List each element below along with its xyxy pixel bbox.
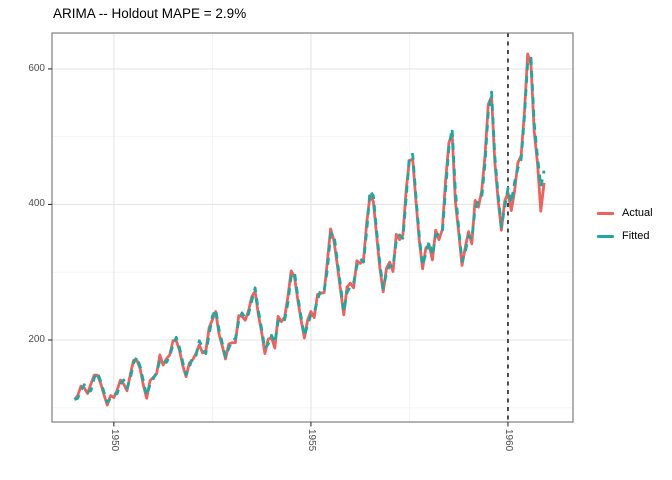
chart-title: ARIMA -- Holdout MAPE = 2.9% — [53, 6, 247, 21]
legend-key-actual-line — [597, 211, 614, 216]
x-tick-label: 1960 — [503, 429, 515, 452]
y-tick-label: 600 — [28, 62, 45, 74]
legend-label-actual: Actual — [622, 207, 653, 219]
plot-panel-border — [51, 32, 574, 423]
x-tick-label: 1955 — [306, 429, 318, 452]
legend-label-fitted: Fitted — [622, 230, 650, 242]
legend-item-fitted: Fitted — [597, 231, 653, 242]
x-tick-label: 1950 — [109, 429, 121, 452]
y-tick-label: 200 — [28, 333, 45, 345]
series-line-fitted — [73, 56, 546, 404]
legend-key-fitted-line — [597, 234, 614, 239]
legend: Actual Fitted — [597, 208, 653, 254]
legend-item-actual: Actual — [597, 208, 653, 219]
plot-panel-background — [52, 33, 573, 422]
y-tick-label: 400 — [28, 198, 45, 210]
